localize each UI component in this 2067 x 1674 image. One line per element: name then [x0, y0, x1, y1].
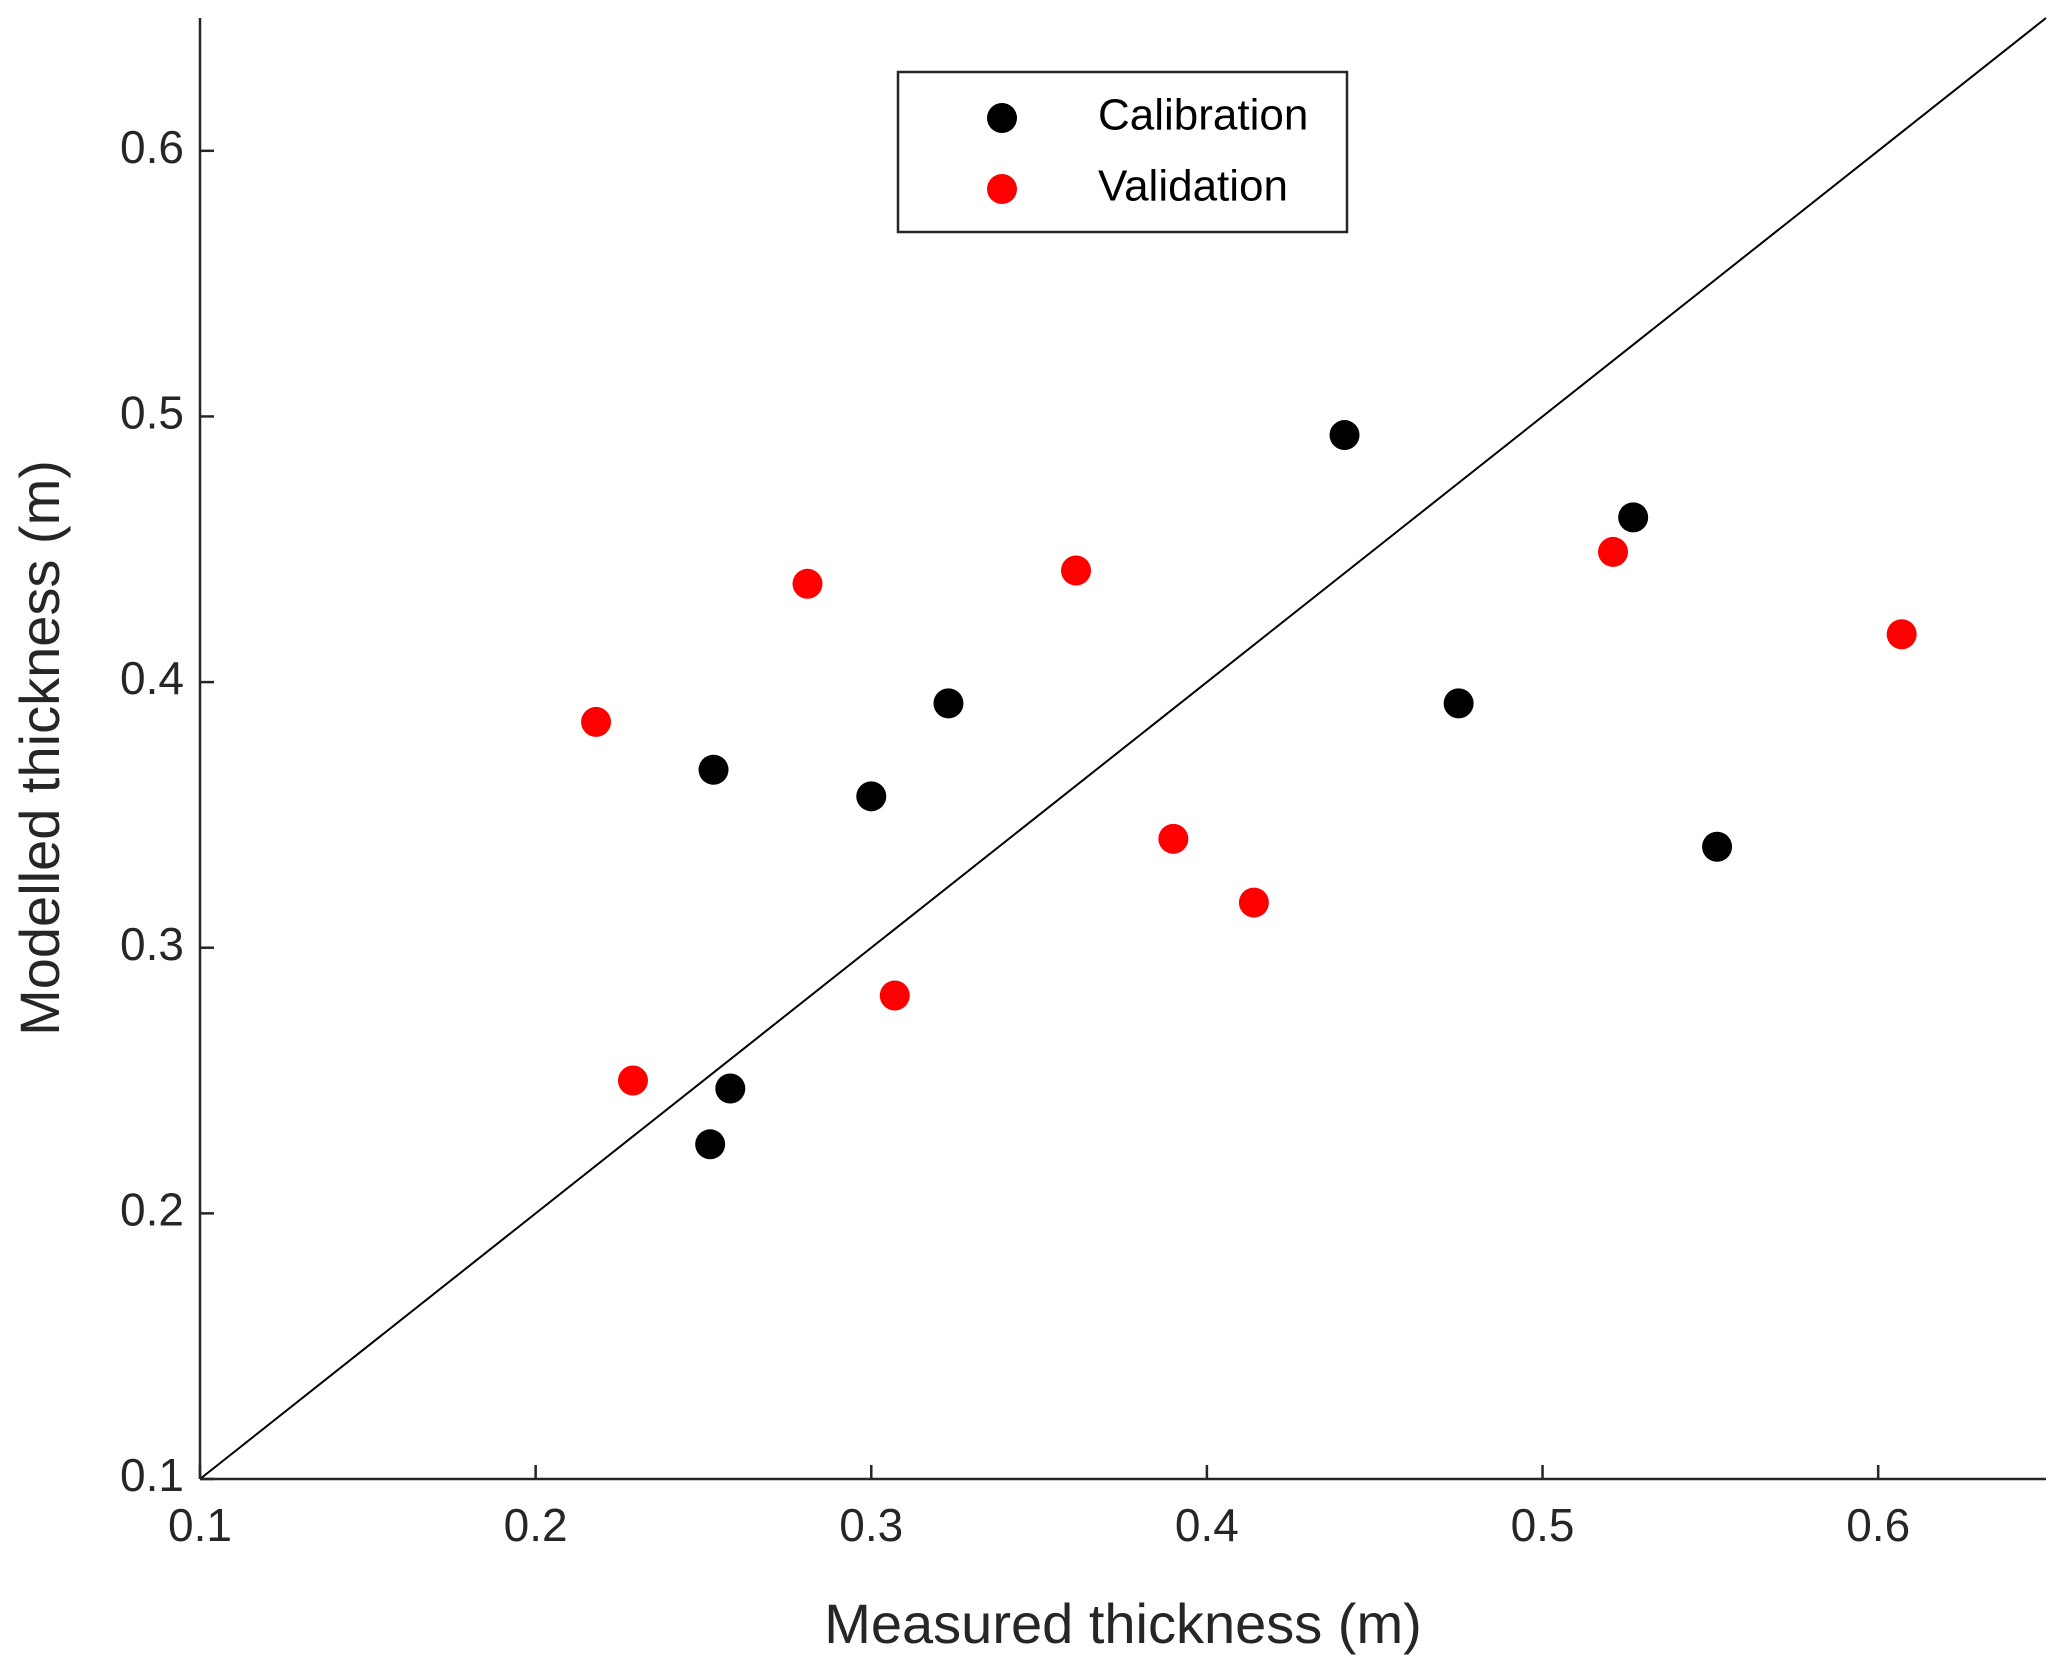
- point: [1158, 823, 1189, 854]
- point: [1061, 555, 1092, 586]
- x-tick-label: 0.1: [168, 1499, 232, 1551]
- y-tick-label: 0.5: [120, 387, 184, 439]
- point: [1443, 688, 1474, 719]
- y-tick-label: 0.1: [120, 1449, 184, 1501]
- x-tick-label: 0.6: [1846, 1499, 1910, 1551]
- point: [1329, 420, 1360, 451]
- legend-box: [896, 70, 1349, 234]
- x-tick-label: 0.3: [839, 1499, 903, 1551]
- legend-label: Validation: [1098, 162, 1288, 211]
- point: [617, 1065, 648, 1096]
- point: [1238, 887, 1269, 918]
- y-axis-label: Modelled thickness (m): [8, 460, 71, 1036]
- point: [1702, 831, 1733, 862]
- point: [698, 754, 729, 785]
- y-tick-label: 0.4: [120, 652, 184, 704]
- point: [695, 1129, 726, 1160]
- point: [715, 1073, 746, 1104]
- legend-marker: [987, 174, 1017, 204]
- y-tick-label: 0.2: [120, 1184, 184, 1236]
- point: [1598, 536, 1629, 567]
- point: [856, 781, 887, 812]
- point: [581, 706, 612, 737]
- point: [1618, 502, 1649, 533]
- x-axis-label: Measured thickness (m): [824, 1592, 1422, 1655]
- point: [879, 980, 910, 1011]
- legend-label: Calibration: [1098, 91, 1308, 140]
- x-tick-label: 0.5: [1511, 1499, 1575, 1551]
- x-tick-label: 0.2: [504, 1499, 568, 1551]
- y-tick-label: 0.6: [120, 121, 184, 173]
- point: [1886, 619, 1917, 650]
- legend-marker: [987, 103, 1017, 133]
- x-tick-label: 0.4: [1175, 1499, 1239, 1551]
- point: [933, 688, 964, 719]
- y-tick-label: 0.3: [120, 918, 184, 970]
- identity-line: [199, 17, 2047, 1480]
- point: [792, 568, 823, 599]
